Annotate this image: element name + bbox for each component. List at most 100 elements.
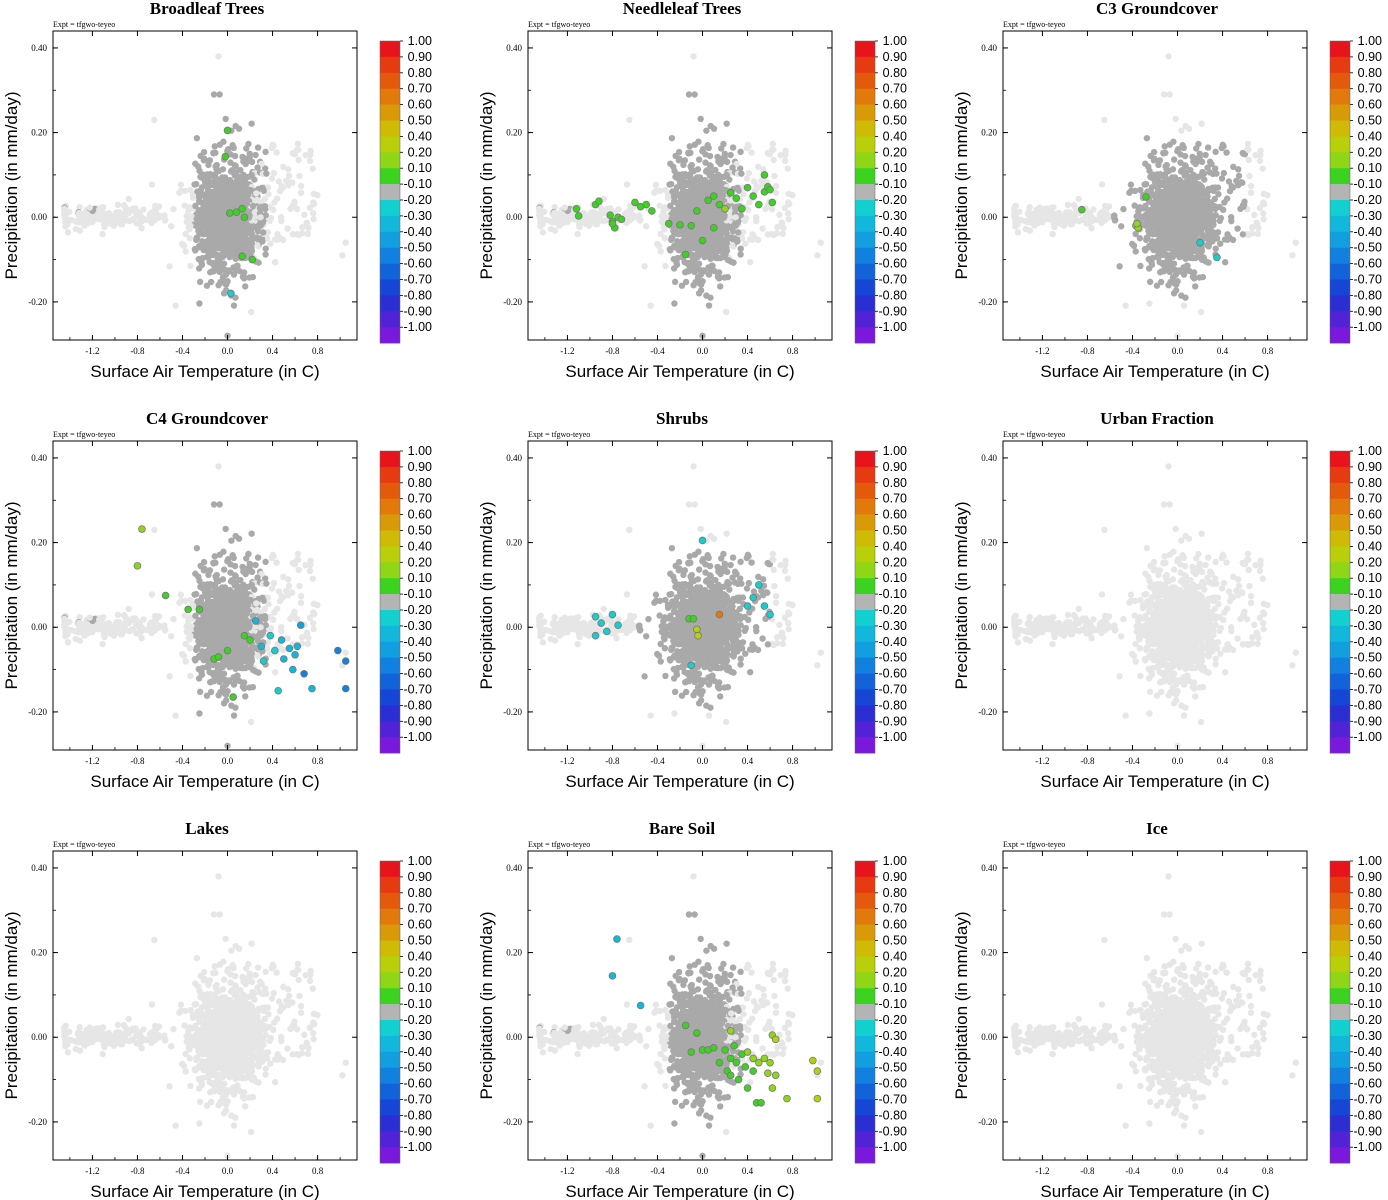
highlight-point xyxy=(248,255,257,264)
scatter-point xyxy=(777,151,784,159)
scatter-point xyxy=(199,212,206,220)
expt-label: Expt = tfgwo-teyeo xyxy=(528,20,590,29)
scatter-point xyxy=(1230,163,1237,171)
colorbar-swatch xyxy=(380,88,400,105)
scatter-point xyxy=(1247,189,1255,197)
scatter-point xyxy=(1158,213,1166,220)
scatter-point xyxy=(191,245,199,253)
scatter-point xyxy=(170,205,177,213)
scatter-point xyxy=(209,181,217,189)
scatter-point xyxy=(339,252,346,259)
scatter-point xyxy=(263,235,271,242)
scatter-point xyxy=(732,214,739,221)
scatter-point xyxy=(304,230,311,238)
scatter-point xyxy=(1170,156,1178,163)
scatter-point xyxy=(1160,239,1167,246)
colorbar-swatch xyxy=(1330,56,1350,74)
scatter-point xyxy=(690,255,698,262)
scatter-point xyxy=(671,167,678,175)
scatter-point xyxy=(227,235,234,243)
scatter-point xyxy=(669,188,676,195)
highlight-point xyxy=(698,236,707,245)
scatter-point xyxy=(1167,262,1174,269)
scatter-point xyxy=(270,169,278,177)
colorbar-label: 0.70 xyxy=(883,82,907,96)
colorbar-swatch xyxy=(380,152,400,169)
scatter-point xyxy=(1249,223,1256,231)
scatter-point xyxy=(1195,186,1202,193)
scatter-point xyxy=(1182,122,1189,130)
scatter-point xyxy=(1172,281,1180,288)
scatter-point xyxy=(295,156,302,164)
highlight-point xyxy=(227,289,235,298)
scatter-point xyxy=(1159,181,1167,189)
colorbar-label: 0.80 xyxy=(883,66,907,80)
scatter-point xyxy=(217,241,225,249)
scatter-point xyxy=(142,216,150,224)
scatter-point xyxy=(254,242,261,249)
scatter-point xyxy=(1160,150,1167,157)
colorbar-swatch xyxy=(855,200,875,217)
scatter-point xyxy=(1132,230,1139,238)
scatter-point xyxy=(576,223,583,231)
y-axis-label: Precipitation (in mm/day) xyxy=(952,91,971,279)
scatter-point xyxy=(720,140,727,148)
expt-label: Expt = tfgwo-teyeo xyxy=(53,430,115,439)
colorbar-label: 0.90 xyxy=(1358,50,1382,64)
scatter-point xyxy=(597,208,605,216)
highlight-point xyxy=(709,192,718,200)
scatter-point xyxy=(297,182,305,190)
colorbar-label: 0.40 xyxy=(408,129,432,143)
colorbar-swatch xyxy=(855,168,875,185)
scatter-point xyxy=(683,213,691,220)
scatter-point xyxy=(1202,151,1209,159)
colorbar-label: -0.60 xyxy=(404,257,433,271)
scatter-point xyxy=(301,211,308,219)
scatter-point xyxy=(196,242,203,250)
scatter-point xyxy=(297,189,305,197)
scatter-point xyxy=(210,91,218,98)
colorbar-label: 1.00 xyxy=(1358,34,1382,48)
scatter-point xyxy=(676,191,683,199)
scatter-point xyxy=(279,184,287,191)
scatter-point xyxy=(259,219,266,227)
colorbar-swatch xyxy=(1330,168,1350,185)
scatter-point xyxy=(1245,231,1252,239)
scatter-point xyxy=(1154,254,1162,261)
scatter-point xyxy=(251,234,258,242)
scatter-point xyxy=(1204,164,1211,171)
scatter-point xyxy=(1075,195,1082,203)
scatter-point xyxy=(705,302,713,309)
scatter-point xyxy=(176,189,183,196)
scatter-point xyxy=(779,230,786,238)
x-axis-label: Surface Air Temperature (in C) xyxy=(565,362,794,381)
colorbar-label: 0.60 xyxy=(408,98,432,112)
colorbar-label: -0.30 xyxy=(879,209,908,223)
scatter-point xyxy=(225,241,233,249)
colorbar-label: 0.20 xyxy=(1358,145,1382,159)
x-tick-label: 0.0 xyxy=(222,346,234,356)
colorbar-label: 0.10 xyxy=(1358,161,1382,175)
colorbar-label: 0.40 xyxy=(883,129,907,143)
highlight-point xyxy=(221,152,230,161)
colorbar-swatch xyxy=(1330,184,1350,201)
scatter-point xyxy=(271,258,279,266)
scatter-point xyxy=(132,205,139,212)
scatter-point xyxy=(1195,214,1203,221)
scatter-point xyxy=(182,658,189,665)
scatter-point xyxy=(180,652,188,660)
scatter-point xyxy=(1165,53,1172,60)
scatter-point xyxy=(194,188,201,195)
scatter-point xyxy=(1212,148,1219,156)
scatter-point xyxy=(246,150,253,157)
scatter-point xyxy=(662,262,669,270)
highlight-point xyxy=(768,198,777,207)
x-tick-label: -0.4 xyxy=(650,346,665,356)
scatter-point xyxy=(623,181,631,188)
scatter-points xyxy=(1011,53,1299,339)
scatter-point xyxy=(1179,249,1186,257)
scatter-point xyxy=(1182,192,1189,199)
scatter-point xyxy=(191,181,198,188)
scatter-point xyxy=(232,192,239,199)
scatter-point xyxy=(1149,212,1156,220)
